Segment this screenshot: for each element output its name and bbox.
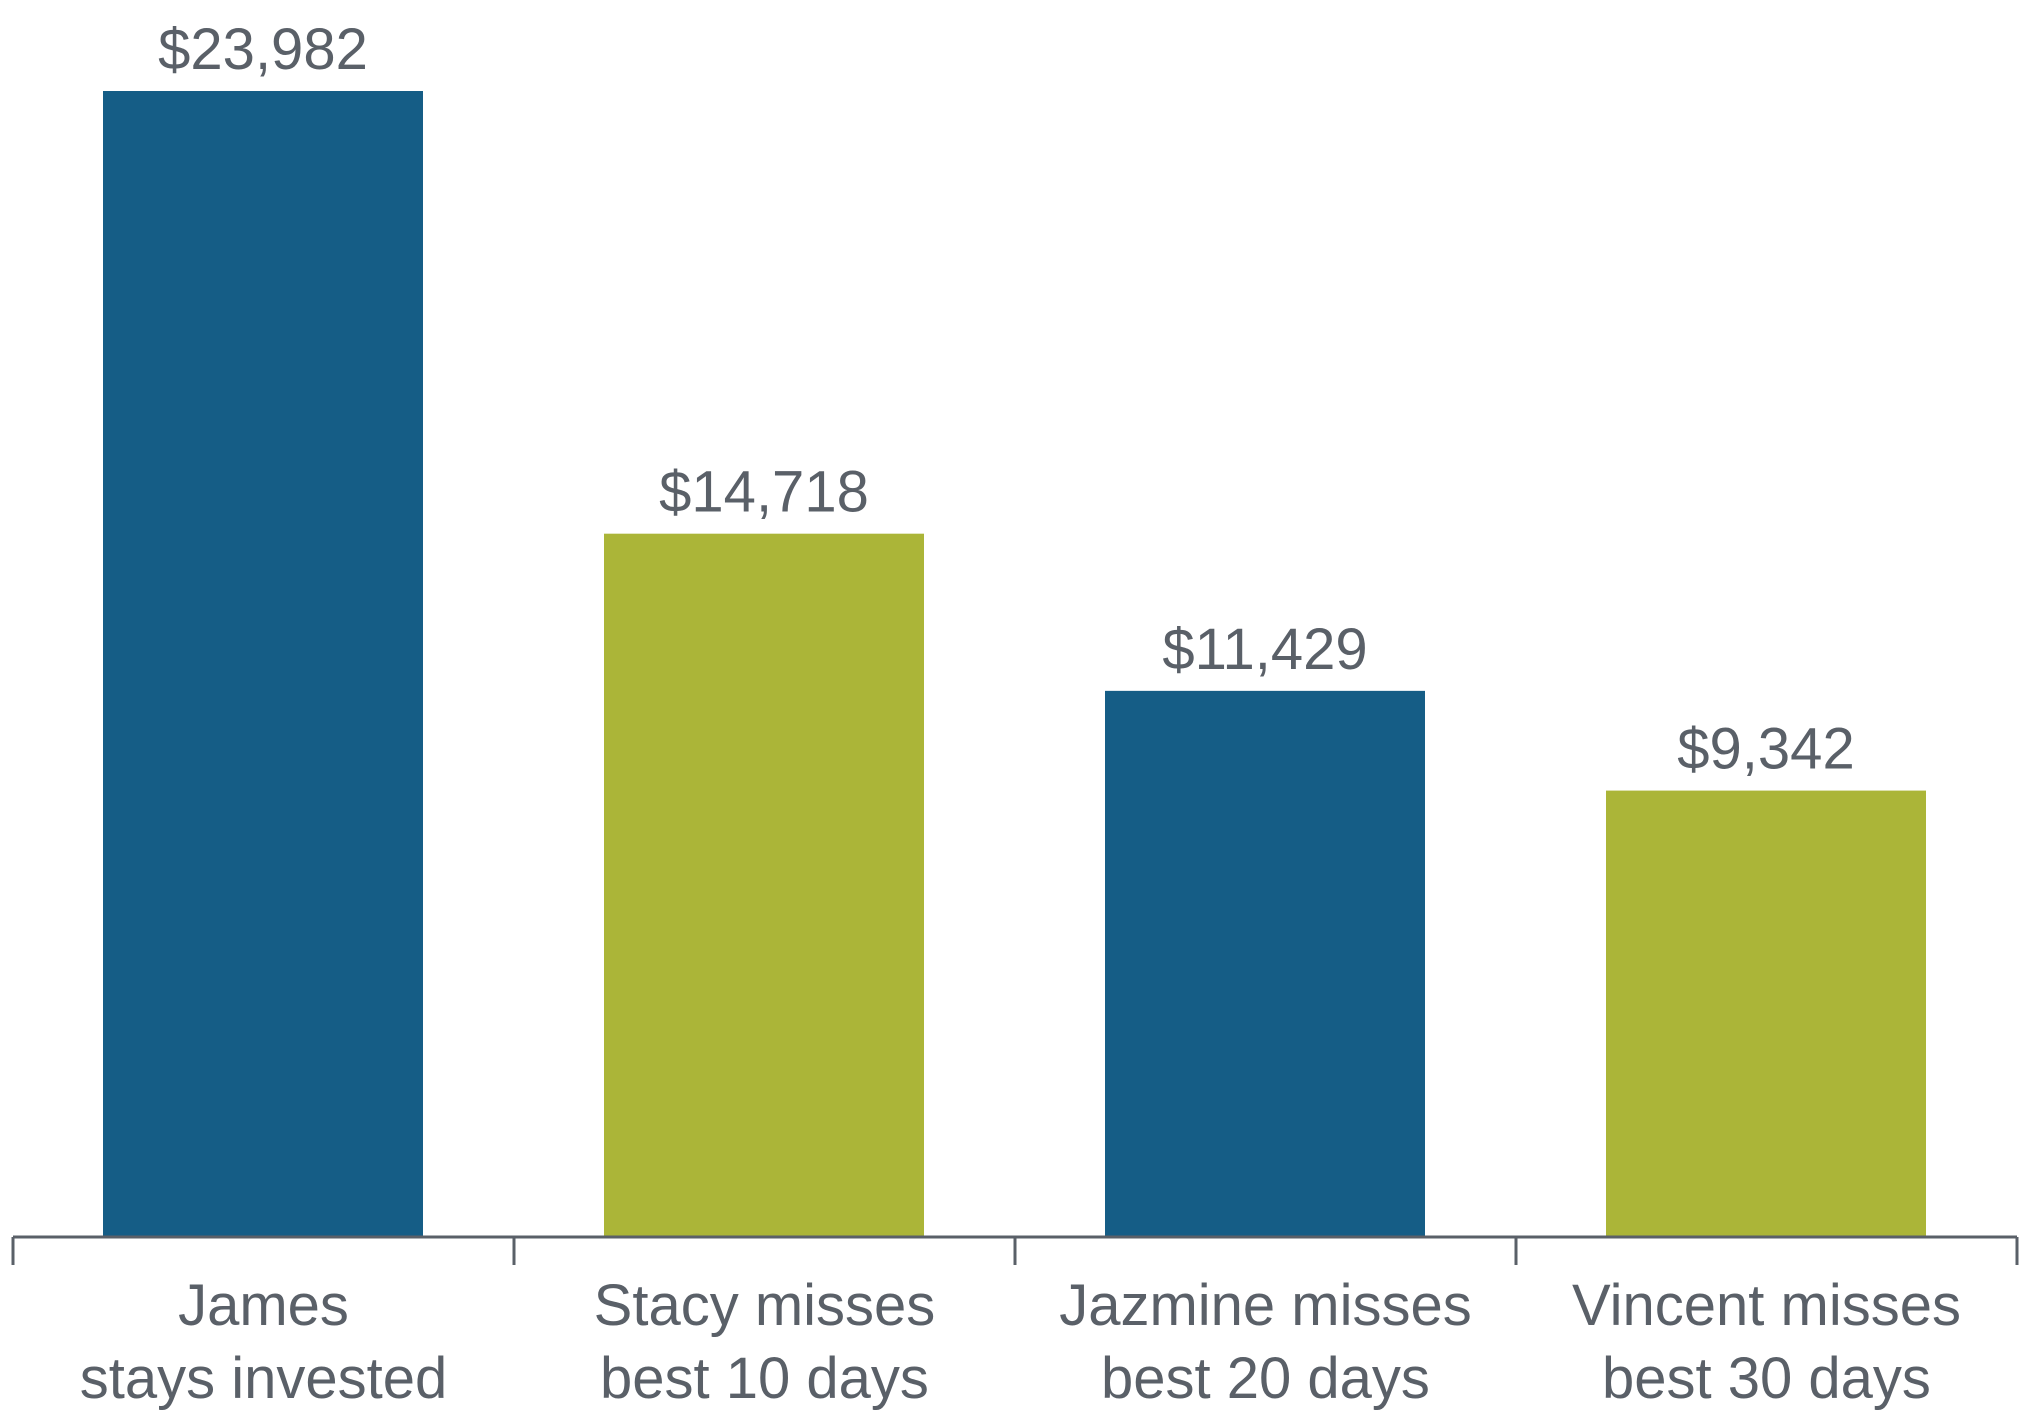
value-label-3: $11,429 (1162, 617, 1367, 682)
category-label-3-line-2: best 20 days (1101, 1346, 1430, 1411)
value-labels-group: $23,982 $14,718 $11,429 $9,342 (158, 17, 1855, 782)
category-label-1-line-2: stays invested (80, 1346, 448, 1411)
x-axis (11, 1235, 2019, 1265)
bar-4 (1606, 790, 1926, 1237)
category-label-3: Jazmine misses best 20 days (1059, 1273, 1472, 1411)
bar-3 (1105, 690, 1425, 1237)
bars-group (103, 91, 1926, 1237)
category-label-4: Vincent misses best 30 days (1572, 1273, 1961, 1411)
category-label-4-line-2: best 30 days (1602, 1346, 1931, 1411)
value-label-1: $23,982 (158, 17, 368, 82)
value-label-2: $14,718 (659, 460, 869, 525)
category-label-3-line-1: Jazmine misses (1059, 1273, 1472, 1338)
category-label-1: James stays invested (80, 1273, 448, 1411)
category-label-2: Stacy misses best 10 days (594, 1273, 936, 1411)
category-label-2-line-2: best 10 days (600, 1346, 929, 1411)
category-labels-group: James stays invested Stacy misses best 10 d… (80, 1273, 1961, 1411)
category-label-4-line-1: Vincent misses (1572, 1273, 1961, 1338)
bar-2 (604, 533, 924, 1237)
category-label-1-line-1: James (178, 1273, 349, 1338)
value-label-4: $9,342 (1677, 717, 1854, 782)
bar-1 (103, 91, 423, 1237)
category-label-2-line-1: Stacy misses (594, 1273, 936, 1338)
